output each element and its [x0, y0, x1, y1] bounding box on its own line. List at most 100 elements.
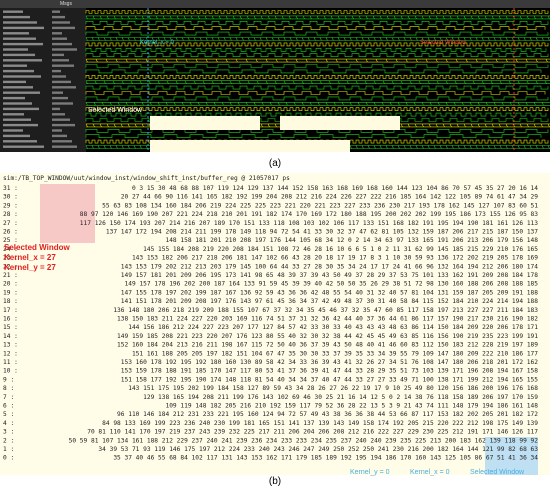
wave-header	[0, 0, 550, 8]
signal-value	[52, 86, 76, 89]
signal-value	[52, 123, 75, 127]
signal-value	[52, 118, 70, 121]
signal-value	[52, 42, 72, 46]
signal-name	[3, 145, 44, 148]
signal-value	[52, 113, 65, 116]
wave	[85, 31, 549, 36]
wave	[85, 58, 550, 63]
row-values: 147 155 178 197 202 199 187 167 136 92 5…	[121, 289, 538, 296]
row-index: 28 :	[3, 211, 18, 218]
signal-value	[52, 64, 74, 67]
row-index: 9 :	[3, 376, 14, 383]
signal-value	[52, 129, 62, 132]
caption: (a)	[269, 158, 281, 169]
signal-value	[52, 37, 67, 40]
wave	[85, 69, 542, 74]
row-index: 2 :	[3, 437, 14, 444]
signal-name	[3, 80, 26, 84]
row-values: 0 3 15 30 48 68 88 107 119 124 129 137 1…	[132, 185, 538, 192]
signal-value	[52, 91, 63, 94]
wave	[85, 15, 550, 20]
signal-value	[52, 48, 77, 51]
signal-name	[3, 69, 34, 73]
signal-name	[3, 107, 39, 111]
signal-value	[52, 96, 68, 100]
tooltip	[280, 116, 400, 130]
wave-traces	[3, 10, 550, 152]
signal-name	[3, 113, 24, 116]
row-index: 24 :	[3, 246, 18, 253]
wave	[85, 91, 546, 95]
tooltip	[150, 140, 350, 152]
caption: (b)	[269, 476, 281, 486]
wave	[85, 75, 549, 79]
signal-value	[52, 80, 71, 84]
signal-value	[52, 107, 60, 111]
left-label: Kernel_x = 27	[4, 253, 56, 262]
row-index: 15 :	[3, 324, 18, 331]
row-index: 23 :	[3, 255, 18, 262]
signal-value	[52, 134, 67, 138]
row-values: 136 148 180 206 218 219 209 188 155 107 …	[113, 307, 538, 314]
row-values: 143 153 179 202 212 213 203 179 145 100 …	[121, 263, 538, 270]
row-index: 6 :	[3, 403, 14, 410]
row-index: 26 :	[3, 229, 18, 236]
row-values: 20 27 44 66 90 116 141 165 182 192 199 2…	[121, 194, 538, 201]
row-values: 96 110 146 184 212 231 233 221 195 160 1…	[117, 411, 538, 418]
signal-name	[3, 129, 23, 132]
row-index: 4 :	[3, 420, 14, 427]
row-index: 27 :	[3, 220, 18, 227]
signal-name	[3, 15, 30, 19]
row-values: 109 119 148 182 205 216 210 192 159 117 …	[165, 403, 538, 410]
row-values: 129 138 165 194 208 211 199 176 143 102 …	[143, 394, 538, 401]
signal-name	[3, 53, 35, 57]
row-index: 29 :	[3, 202, 18, 209]
row-values: 145 155 184 208 219 220 208 184 151 108 …	[143, 246, 538, 253]
wave	[85, 85, 549, 90]
wave	[85, 80, 550, 84]
row-index: 14 :	[3, 333, 18, 340]
signal-name	[3, 26, 44, 30]
row-values: 138 150 183 211 224 227 220 203 169 116 …	[117, 316, 538, 323]
row-values: 149 157 181 201 209 206 195 173 141 98 6…	[121, 272, 538, 279]
signal-name	[3, 37, 36, 40]
row-index: 3 :	[3, 429, 14, 436]
memory-header: sim:/TB_TOP_WINDOW/uut/window_inst/windo…	[3, 175, 290, 182]
row-values: 149 159 185 208 221 223 220 207 176 123 …	[117, 333, 538, 340]
signal-value	[52, 145, 77, 148]
row-index: 31 :	[3, 185, 18, 192]
signal-name	[3, 42, 43, 46]
row-values: 117 126 150 174 193 207 214 216 207 189 …	[80, 220, 538, 227]
signal-value	[52, 10, 60, 13]
row-values: 149 157 178 196 202 200 187 164 133 91 5…	[125, 281, 539, 288]
signal-name	[3, 32, 29, 35]
row-values: 148 158 181 201 210 208 197 176 144 105 …	[165, 237, 538, 244]
signal-value	[52, 102, 73, 105]
row-index: 30 :	[3, 194, 18, 201]
row-values: 153 159 178 188 191 185 170 147 117 80 5…	[121, 368, 538, 375]
row-index: 21 :	[3, 272, 18, 279]
wave	[85, 107, 549, 111]
row-index: 17 :	[3, 307, 18, 314]
signal-name	[3, 102, 32, 105]
row-values: 153 160 178 192 195 192 180 160 130 89 5…	[121, 359, 538, 366]
row-index: 16 :	[3, 316, 18, 323]
wave	[85, 134, 542, 138]
wave	[85, 37, 550, 41]
row-index: 0 :	[3, 455, 14, 462]
row-index: 20 :	[3, 281, 18, 288]
row-values: 70 81 110 141 170 197 219 237 243 239 23…	[87, 429, 538, 436]
row-index: 1 :	[3, 446, 14, 453]
row-index: 7 :	[3, 394, 14, 401]
signal-value	[52, 15, 65, 19]
row-index: 11 :	[3, 359, 18, 366]
wave	[85, 48, 547, 52]
signal-value	[52, 26, 75, 30]
signal-name	[3, 123, 38, 127]
row-index: 13 :	[3, 342, 18, 349]
row-values: 144 156 186 212 224 227 223 207 177 127 …	[128, 324, 538, 331]
row-index: 18 :	[3, 298, 18, 305]
row-values: 141 151 178 201 209 208 197 176 143 97 6…	[121, 298, 538, 305]
signal-name	[3, 134, 30, 138]
